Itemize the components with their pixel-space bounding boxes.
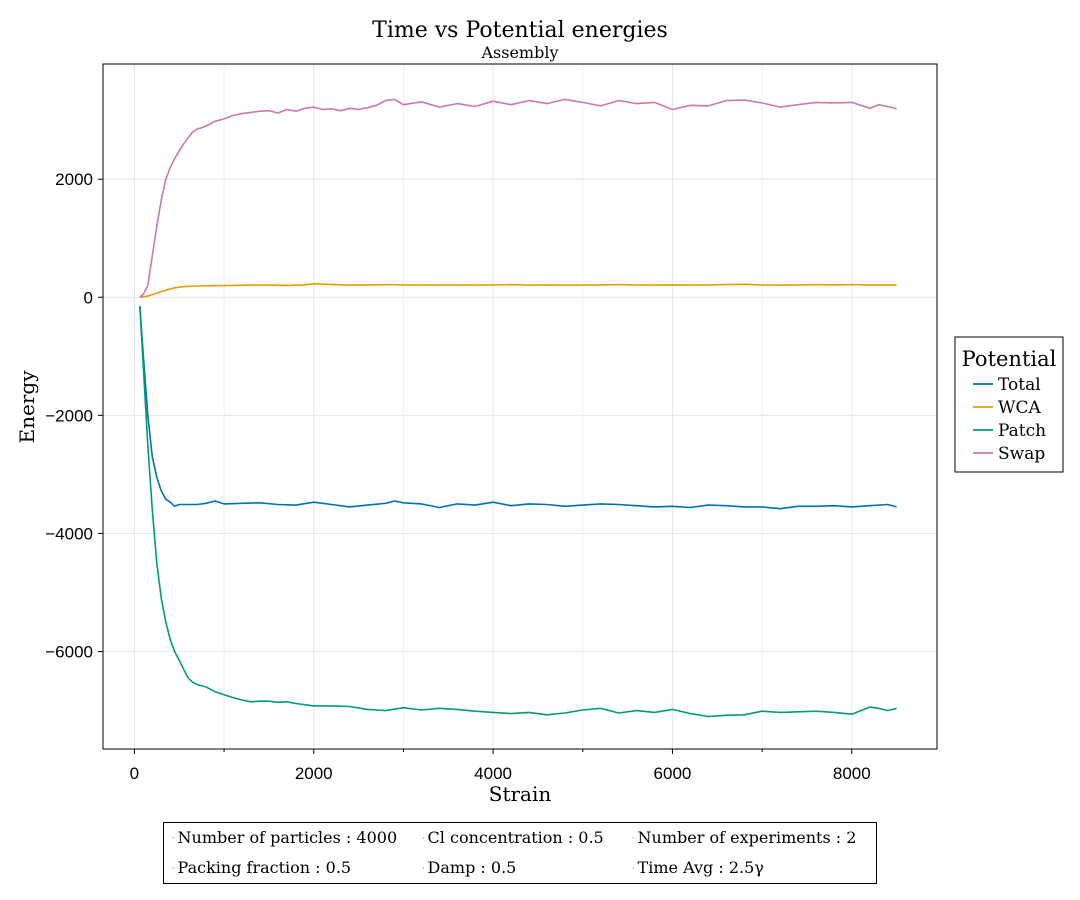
info-packing: · Packing fraction : 0.5 [172,858,351,877]
info-cl-text: Cl concentration : 0.5 [427,828,604,847]
axis-ticks: 0 2000 4000 6000 8000 −6000 −4000 −2000 0 2000 [45,170,870,783]
info-dot-icon: · [632,864,635,873]
info-time-avg-text: Time Avg : 2.5γ [637,858,764,877]
info-damp-text: Damp : 0.5 [427,858,517,877]
legend-label-patch: Patch [998,421,1046,441]
info-dot-icon: · [422,864,425,873]
x-axis-label: Strain [489,782,552,806]
info-box: · Number of particles : 4000 · Cl concentr… [163,822,877,884]
info-experiments-text: Number of experiments : 2 [637,828,857,847]
info-damp: · Damp : 0.5 [422,858,516,877]
y-tick-label: −4000 [45,524,93,543]
info-particles: · Number of particles : 4000 [172,828,397,847]
info-dot-icon: · [632,834,635,843]
x-tick-label: 8000 [833,764,871,783]
info-experiments: · Number of experiments : 2 [632,828,856,847]
x-tick-label: 2000 [295,764,333,783]
grid [103,64,937,749]
info-dot-icon: · [422,834,425,843]
x-tick-label: 6000 [654,764,692,783]
series-line-wca [139,282,897,299]
series-line-patch [139,306,897,718]
y-axis-label: Energy [15,370,39,444]
legend-label-wca: WCA [998,398,1041,418]
info-time-avg: · Time Avg : 2.5γ [632,858,764,877]
series-group [139,98,897,718]
series-line-swap [139,98,897,298]
y-tick-label: −2000 [45,406,93,425]
x-tick-label: 4000 [474,764,512,783]
info-dot-icon: · [172,834,175,843]
legend: Potential Total WCA Patch Swap [954,336,1064,473]
legend-label-total: Total [998,375,1041,395]
legend-label-swap: Swap [998,444,1045,464]
y-tick-label: 2000 [55,170,93,189]
legend-items: Total WCA Patch Swap [973,375,1046,464]
y-tick-label: 0 [84,288,93,307]
info-particles-text: Number of particles : 4000 [177,828,398,847]
legend-box [954,336,1064,473]
info-packing-text: Packing fraction : 0.5 [177,858,352,877]
series-line-total [139,306,897,510]
info-dot-icon: · [172,864,175,873]
info-cl-concentration: · Cl concentration : 0.5 [422,828,604,847]
y-tick-label: −6000 [45,643,93,662]
legend-title: Potential [962,347,1057,371]
chart-subtitle: Assembly [480,43,558,62]
x-tick-label: 0 [130,764,139,783]
plot-frame [102,63,938,750]
chart-title: Time vs Potential energies [372,18,668,43]
